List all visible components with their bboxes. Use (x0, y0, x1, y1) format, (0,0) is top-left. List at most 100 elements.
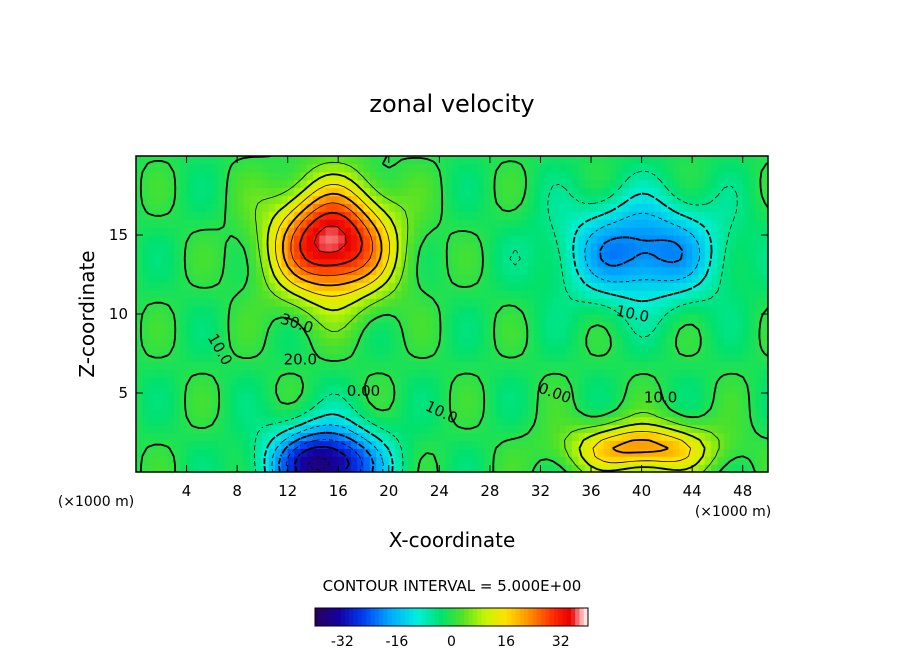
heatmap-cell (205, 235, 213, 244)
heatmap-cell (610, 195, 617, 204)
heatmap-cell (161, 369, 169, 378)
heatmap-cell (357, 227, 365, 236)
heatmap-cell (407, 298, 415, 307)
heatmap-cell (199, 163, 207, 173)
heatmap-cell (464, 377, 472, 386)
heatmap-cell (357, 424, 365, 434)
heatmap-cell (679, 282, 687, 291)
heatmap-cell (344, 345, 352, 355)
heatmap-cell (742, 464, 750, 472)
heatmap-cell (376, 353, 384, 362)
heatmap-cell (502, 329, 510, 339)
heatmap-cell (761, 266, 768, 276)
heatmap-cell (730, 250, 737, 260)
heatmap-cell (666, 400, 674, 410)
heatmap-cell (426, 337, 434, 347)
heatmap-cell (136, 464, 143, 472)
heatmap-cell (376, 400, 384, 410)
heatmap-cell (154, 250, 162, 260)
heatmap-cell (192, 408, 200, 418)
heatmap-cell (382, 321, 390, 331)
heatmap-cell (426, 298, 434, 307)
heatmap-cell (578, 385, 586, 394)
heatmap-cell (312, 250, 320, 260)
heatmap-cell (331, 250, 339, 260)
heatmap-cell (666, 369, 674, 378)
heatmap-cell (521, 369, 529, 378)
heatmap-cell (666, 345, 674, 355)
heatmap-cell (641, 377, 649, 386)
heatmap-cell (401, 361, 409, 370)
heatmap-cell (749, 156, 756, 165)
heatmap-cell (660, 400, 668, 410)
heatmap-cell (483, 163, 491, 173)
heatmap-cell (287, 464, 295, 472)
heatmap-cell (199, 219, 207, 228)
heatmap-cell (749, 456, 756, 465)
heatmap-cell (262, 400, 270, 410)
heatmap-cell (723, 235, 731, 244)
heatmap-cell (433, 416, 440, 426)
heatmap-cell (749, 187, 756, 197)
heatmap-cell (603, 424, 611, 434)
heatmap-cell (439, 456, 447, 465)
contour-lines (139, 156, 768, 472)
heatmap-cell (470, 227, 478, 236)
colorbar-tick-label: -16 (385, 634, 408, 650)
heatmap-cell (331, 314, 339, 323)
heatmap-cell (300, 171, 308, 181)
heatmap-cell (508, 393, 516, 402)
heatmap-cell (553, 195, 561, 204)
heatmap-cell (654, 156, 662, 165)
heatmap-cell (565, 156, 573, 165)
heatmap-cell (256, 400, 263, 410)
heatmap-cell (420, 345, 428, 355)
heatmap-cell (704, 219, 712, 228)
heatmap-cell (698, 448, 706, 457)
heatmap-cell (452, 179, 459, 189)
heatmap-cell (154, 416, 162, 426)
heatmap-cell (685, 369, 693, 378)
heatmap-cell (489, 242, 497, 252)
heatmap-cell (224, 282, 232, 291)
heatmap-cell (654, 211, 662, 220)
heatmap-cell (224, 250, 232, 260)
heatmap-cell (572, 345, 579, 355)
heatmap-cell (414, 464, 421, 472)
heatmap-cell (211, 353, 219, 362)
heatmap-cell (477, 219, 485, 228)
heatmap-cell (717, 361, 725, 370)
heatmap-cell (338, 424, 346, 434)
heatmap-cell (433, 250, 440, 260)
heatmap-cell (218, 464, 226, 472)
heatmap-cell (300, 408, 308, 418)
heatmap-cell (730, 329, 737, 339)
heatmap-cell (275, 203, 282, 212)
heatmap-cell (711, 156, 719, 165)
x-unit-left: (×1000 m) (58, 494, 134, 510)
heatmap-cell (616, 235, 624, 244)
heatmap-cell (268, 400, 276, 410)
heatmap-cell (407, 424, 415, 434)
heatmap-cell (666, 179, 674, 189)
heatmap-cell (249, 385, 257, 394)
heatmap-cell (666, 440, 674, 449)
heatmap-cell (205, 400, 213, 410)
heatmap-cell (679, 156, 687, 165)
heatmap-cell (300, 369, 308, 378)
heatmap-cell (369, 385, 377, 394)
heatmap-cell (717, 337, 725, 347)
heatmap-cell (534, 408, 542, 418)
heatmap-cell (300, 266, 308, 276)
heatmap-cell (635, 345, 643, 355)
heatmap-cell (553, 242, 561, 252)
heatmap-cell (464, 353, 472, 362)
heatmap-cell (300, 353, 308, 362)
heatmap-cell (407, 408, 415, 418)
heatmap-cell (136, 377, 143, 386)
heatmap-cell (717, 314, 725, 323)
heatmap-cell (243, 432, 251, 441)
heatmap-cell (489, 440, 497, 449)
heatmap-cell (192, 258, 200, 268)
heatmap-cell (218, 211, 226, 220)
